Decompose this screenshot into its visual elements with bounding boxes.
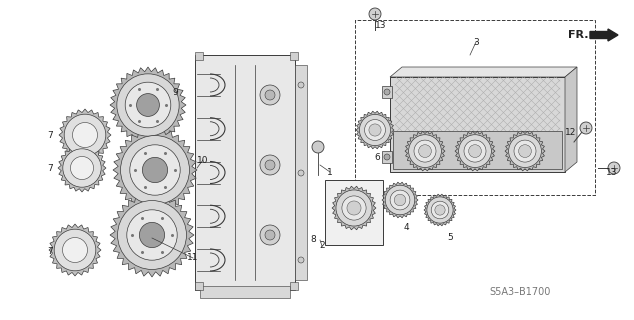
Text: 5: 5 — [447, 233, 453, 242]
Text: 8: 8 — [310, 236, 316, 244]
Circle shape — [130, 145, 180, 195]
Text: 13: 13 — [375, 20, 387, 29]
Text: 4: 4 — [403, 222, 409, 231]
Circle shape — [427, 197, 453, 223]
Circle shape — [265, 230, 275, 240]
Circle shape — [408, 135, 441, 167]
Polygon shape — [113, 128, 197, 212]
Circle shape — [143, 157, 167, 183]
Bar — [393, 131, 562, 169]
Circle shape — [369, 124, 381, 136]
Circle shape — [120, 136, 190, 204]
Bar — [295, 65, 307, 280]
Circle shape — [298, 257, 304, 263]
Circle shape — [519, 145, 531, 157]
Text: 7: 7 — [47, 131, 53, 140]
Polygon shape — [405, 131, 445, 171]
Text: 12: 12 — [566, 127, 577, 137]
Text: 3: 3 — [473, 37, 479, 46]
Text: 7: 7 — [47, 164, 53, 172]
Bar — [355, 20, 595, 195]
Circle shape — [298, 170, 304, 176]
Circle shape — [431, 201, 449, 219]
Circle shape — [464, 140, 486, 162]
Bar — [195, 52, 203, 60]
Circle shape — [265, 90, 275, 100]
Circle shape — [418, 145, 431, 157]
Text: FR.: FR. — [568, 30, 588, 40]
Polygon shape — [58, 144, 106, 192]
Polygon shape — [382, 182, 418, 218]
Circle shape — [347, 201, 361, 215]
Polygon shape — [565, 67, 577, 172]
Circle shape — [70, 156, 94, 180]
Circle shape — [608, 162, 620, 174]
Polygon shape — [455, 131, 495, 171]
Bar — [290, 52, 298, 60]
Bar — [390, 77, 565, 172]
Circle shape — [64, 114, 106, 156]
Polygon shape — [505, 131, 545, 171]
Circle shape — [117, 74, 179, 136]
Circle shape — [469, 145, 481, 157]
Circle shape — [260, 85, 280, 105]
Text: 13: 13 — [606, 167, 618, 177]
Text: 9: 9 — [172, 87, 178, 97]
Circle shape — [394, 194, 406, 206]
Circle shape — [127, 210, 177, 260]
Circle shape — [508, 135, 541, 167]
Circle shape — [63, 149, 101, 187]
Circle shape — [298, 82, 304, 88]
Bar — [325, 180, 383, 245]
Polygon shape — [59, 109, 111, 161]
Text: 1: 1 — [327, 167, 333, 177]
Circle shape — [72, 123, 98, 148]
Bar — [195, 282, 203, 290]
Text: 7: 7 — [47, 247, 53, 257]
Polygon shape — [110, 67, 186, 143]
Circle shape — [312, 141, 324, 153]
Polygon shape — [390, 67, 577, 77]
Circle shape — [384, 89, 390, 95]
Circle shape — [385, 185, 415, 215]
Polygon shape — [356, 111, 394, 149]
Polygon shape — [110, 193, 194, 277]
Bar — [382, 151, 392, 163]
Circle shape — [390, 190, 410, 210]
Text: S5A3–B1700: S5A3–B1700 — [489, 287, 551, 297]
Text: 11: 11 — [187, 253, 198, 262]
Bar — [290, 282, 298, 290]
Circle shape — [260, 225, 280, 245]
Bar — [382, 86, 392, 98]
Polygon shape — [424, 194, 456, 226]
FancyArrow shape — [590, 29, 618, 41]
Circle shape — [514, 140, 536, 162]
Circle shape — [414, 140, 436, 162]
Circle shape — [136, 93, 159, 116]
Text: 10: 10 — [197, 156, 209, 164]
Circle shape — [117, 201, 186, 269]
Circle shape — [342, 196, 366, 220]
Circle shape — [125, 82, 171, 128]
Text: 2: 2 — [319, 242, 325, 251]
Bar — [200, 286, 290, 298]
Circle shape — [54, 229, 96, 271]
Text: 6: 6 — [374, 153, 380, 162]
Polygon shape — [332, 186, 376, 230]
Circle shape — [458, 135, 491, 167]
Circle shape — [435, 205, 445, 215]
Polygon shape — [49, 224, 101, 276]
Circle shape — [384, 154, 390, 160]
Bar — [195, 55, 295, 290]
Circle shape — [369, 8, 381, 20]
Circle shape — [265, 160, 275, 170]
Circle shape — [580, 122, 592, 134]
Circle shape — [63, 237, 87, 262]
Circle shape — [260, 155, 280, 175]
Circle shape — [359, 115, 391, 146]
Circle shape — [365, 120, 385, 140]
Circle shape — [336, 190, 372, 226]
Circle shape — [139, 222, 165, 248]
